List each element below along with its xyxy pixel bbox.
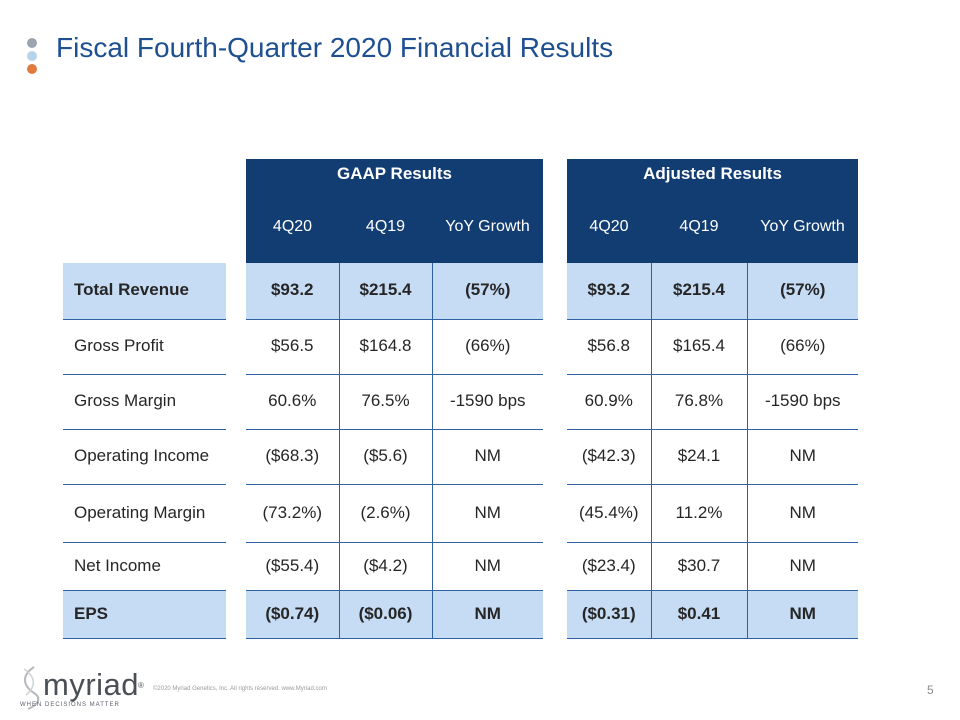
- registered-mark: ®: [138, 681, 144, 690]
- table-cell: $0.41: [650, 590, 747, 639]
- table-cell: NM: [746, 542, 858, 591]
- table-row: $93.2 $215.4 (57%): [567, 263, 858, 320]
- table-cell: $56.5: [246, 319, 339, 375]
- dna-helix-icon: [23, 666, 40, 710]
- table-row: ($55.4) ($4.2) NM: [246, 542, 543, 591]
- table-row: ($0.31) $0.41 NM: [567, 590, 858, 639]
- table-cell: ($55.4): [246, 542, 339, 591]
- table-cell: ($0.74): [246, 590, 339, 639]
- table-cell: ($0.06): [338, 590, 432, 639]
- table-cell: NM: [431, 542, 543, 591]
- table-cell: (57%): [746, 263, 858, 320]
- adjusted-results-table: Adjusted Results 4Q20 4Q19 YoY Growth $9…: [567, 159, 858, 639]
- table-cell: NM: [746, 590, 858, 639]
- table-row: ($0.74) ($0.06) NM: [246, 590, 543, 639]
- table-cell: ($5.6): [338, 429, 432, 485]
- table-cell: (66%): [431, 319, 543, 375]
- table-row: $56.5 $164.8 (66%): [246, 319, 543, 375]
- copyright-text: ©2020 Myriad Genetics, Inc. All rights r…: [153, 686, 327, 692]
- table-cell: 76.8%: [650, 374, 747, 430]
- row-label-operating-margin: Operating Margin: [63, 484, 226, 543]
- adjusted-col-4q19: 4Q19: [651, 190, 747, 263]
- table-cell: 76.5%: [338, 374, 432, 430]
- row-labels-table: Total Revenue Gross Profit Gross Margin …: [63, 159, 226, 639]
- table-row: $56.8 $165.4 (66%): [567, 319, 858, 375]
- table-cell: (45.4%): [567, 484, 651, 543]
- table-cell: 11.2%: [650, 484, 747, 543]
- table-cell: (57%): [431, 263, 543, 320]
- table-cell: (66%): [746, 319, 858, 375]
- myriad-logo: myriad ® WHEN DECISIONS MATTER: [16, 665, 144, 711]
- row-label-gross-margin: Gross Margin: [63, 374, 226, 430]
- table-cell: -1590 bps: [746, 374, 858, 430]
- row-label-gross-profit: Gross Profit: [63, 319, 226, 375]
- page-number: 5: [927, 683, 934, 697]
- table-row: 60.6% 76.5% -1590 bps: [246, 374, 543, 430]
- row-label-eps: EPS: [63, 590, 226, 639]
- gaap-results-table: GAAP Results 4Q20 4Q19 YoY Growth $93.2 …: [246, 159, 543, 639]
- table-row: $93.2 $215.4 (57%): [246, 263, 543, 320]
- gaap-results-header: GAAP Results: [246, 159, 543, 190]
- table-cell: $215.4: [650, 263, 747, 320]
- bullet-dot-icon: [27, 51, 37, 61]
- table-cell: $215.4: [338, 263, 432, 320]
- bullet-dot-icon: [27, 64, 37, 74]
- table-cell: $93.2: [246, 263, 339, 320]
- table-cell: $164.8: [338, 319, 432, 375]
- title-bullets-icon: [27, 38, 39, 77]
- table-row: ($68.3) ($5.6) NM: [246, 429, 543, 485]
- table-cell: NM: [746, 484, 858, 543]
- table-cell: $30.7: [650, 542, 747, 591]
- adjusted-col-4q20: 4Q20: [567, 190, 651, 263]
- row-label-total-revenue: Total Revenue: [63, 263, 226, 320]
- table-cell: NM: [431, 429, 543, 485]
- bullet-dot-icon: [27, 38, 37, 48]
- table-cell: -1590 bps: [431, 374, 543, 430]
- adjusted-col-yoy: YoY Growth: [747, 190, 858, 263]
- table-cell: NM: [746, 429, 858, 485]
- table-cell: ($4.2): [338, 542, 432, 591]
- table-cell: NM: [431, 590, 543, 639]
- slide-title: Fiscal Fourth-Quarter 2020 Financial Res…: [56, 32, 614, 63]
- table-cell: $56.8: [567, 319, 651, 375]
- table-cell: ($42.3): [567, 429, 651, 485]
- row-label-operating-income: Operating Income: [63, 429, 226, 485]
- gaap-col-4q19: 4Q19: [339, 190, 432, 263]
- gaap-col-4q20: 4Q20: [246, 190, 339, 263]
- table-cell: ($0.31): [567, 590, 651, 639]
- table-cell: 60.6%: [246, 374, 339, 430]
- table-cell: 60.9%: [567, 374, 651, 430]
- table-row: ($23.4) $30.7 NM: [567, 542, 858, 591]
- logo-tagline: WHEN DECISIONS MATTER: [20, 702, 120, 708]
- table-cell: $165.4: [650, 319, 747, 375]
- table-cell: ($23.4): [567, 542, 651, 591]
- gaap-col-yoy: YoY Growth: [432, 190, 543, 263]
- logo-wordmark: myriad: [43, 667, 140, 702]
- table-cell: (73.2%): [246, 484, 339, 543]
- table-cell: $24.1: [650, 429, 747, 485]
- blank-cell: [63, 159, 226, 263]
- table-row: (73.2%) (2.6%) NM: [246, 484, 543, 543]
- table-row: (45.4%) 11.2% NM: [567, 484, 858, 543]
- table-row: ($42.3) $24.1 NM: [567, 429, 858, 485]
- table-row: 60.9% 76.8% -1590 bps: [567, 374, 858, 430]
- adjusted-results-header: Adjusted Results: [567, 159, 858, 190]
- table-cell: NM: [431, 484, 543, 543]
- table-cell: $93.2: [567, 263, 651, 320]
- table-cell: (2.6%): [338, 484, 432, 543]
- table-cell: ($68.3): [246, 429, 339, 485]
- row-label-net-income: Net Income: [63, 542, 226, 591]
